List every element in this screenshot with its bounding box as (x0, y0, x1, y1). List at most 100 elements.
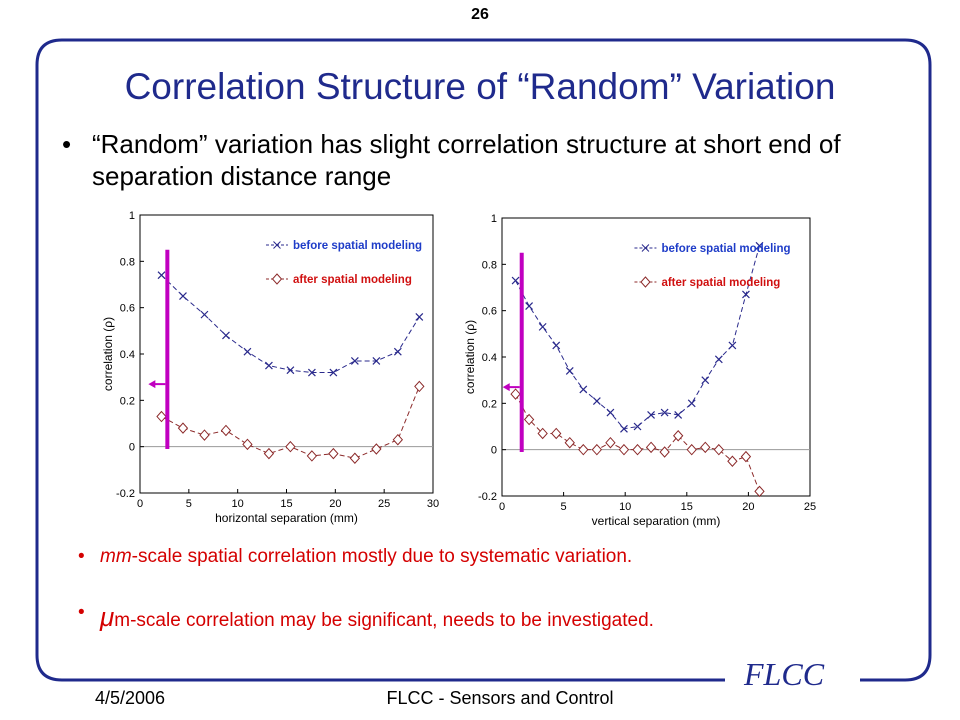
data-point-before (329, 368, 338, 377)
data-point-after (414, 380, 425, 393)
y-tick-label: 1 (491, 213, 497, 225)
data-point-before (742, 290, 750, 299)
y-tick-label: 1 (129, 210, 135, 222)
data-point-after (177, 422, 189, 434)
data-point-after (754, 485, 765, 498)
x-axis-label: vertical separation (mm) (592, 514, 721, 528)
data-point-after (578, 443, 589, 456)
plot-area (501, 217, 811, 497)
legend-marker-after (271, 273, 283, 285)
data-point-before (552, 341, 561, 350)
data-point-after (523, 413, 535, 426)
data-point-before (511, 276, 520, 285)
data-point-before (393, 347, 402, 356)
data-point-after (392, 433, 404, 446)
main-bullet-text: “Random” variation has slight correlatio… (92, 129, 841, 191)
data-point-before (286, 366, 295, 375)
x-tick-label: 25 (804, 501, 816, 513)
data-point-before (701, 376, 710, 385)
data-point-after (220, 424, 232, 437)
data-point-before (415, 313, 424, 321)
y-tick-label: 0 (491, 445, 497, 457)
data-point-after (618, 443, 630, 456)
data-point-after (673, 430, 684, 442)
annotation-arrowhead (148, 380, 156, 389)
legend-label-after: after spatial modeling (293, 274, 412, 286)
mm-prefix: mm (100, 546, 132, 567)
data-point-after (659, 446, 670, 458)
data-point-before (647, 410, 655, 419)
x-tick-label: 20 (742, 501, 754, 513)
data-point-after (263, 447, 275, 460)
x-tick-label: 20 (329, 498, 341, 510)
data-point-before (579, 385, 588, 394)
y-axis-label: correlation (ρ) (463, 320, 477, 394)
data-point-after (371, 443, 382, 455)
y-tick-label: 0 (129, 442, 135, 454)
slide-title: Correlation Structure of “Random” Variat… (124, 66, 836, 107)
mu-prefix: μ (100, 602, 115, 632)
data-point-before (157, 271, 166, 280)
legend-label-before: before spatial modeling (293, 240, 422, 252)
data-point-after (700, 441, 711, 454)
data-point-before (222, 331, 230, 340)
data-point-after (199, 429, 210, 441)
data-point-before (372, 357, 381, 365)
x-tick-label: 0 (499, 501, 505, 513)
data-point-after (551, 427, 562, 440)
data-point-before (755, 241, 764, 250)
data-point-before (264, 361, 273, 370)
y-tick-label: 0.4 (482, 352, 497, 364)
data-point-after (242, 438, 253, 451)
data-point-after (306, 450, 318, 462)
x-tick-label: 15 (681, 501, 693, 513)
data-point-before (633, 422, 642, 431)
data-point-after (605, 436, 616, 449)
data-point-after (510, 388, 521, 400)
x-tick-label: 0 (137, 498, 143, 510)
y-tick-label: 0.8 (482, 259, 497, 271)
flcc-logo: FLCC (744, 656, 825, 692)
y-tick-label: -0.2 (478, 491, 497, 503)
y-axis-label: correlation (ρ) (101, 317, 115, 391)
data-point-after (727, 455, 738, 467)
x-tick-label: 30 (427, 498, 439, 510)
data-point-before (179, 292, 187, 301)
data-point-before (243, 347, 252, 356)
sub-bullet-mm-text: -scale spatial correlation mostly due to… (131, 546, 633, 567)
data-point-before (350, 357, 359, 365)
plot-area (139, 214, 434, 494)
data-point-after (645, 441, 657, 454)
data-point-before (660, 408, 669, 417)
data-point-before (592, 397, 601, 405)
data-point-before (620, 424, 628, 433)
data-point-after (713, 443, 725, 456)
data-point-after (349, 452, 361, 464)
data-point-after (632, 443, 643, 456)
data-point-before (714, 355, 723, 364)
slide-number: 26 (471, 6, 489, 23)
data-point-after (686, 443, 697, 456)
x-tick-label: 5 (186, 498, 192, 510)
data-point-after (537, 427, 548, 440)
bullet-dot: • (62, 129, 72, 159)
chart-horizontal-separation: 0 5 10 15 20 25 30-0.200.20.40.60.81horizontal… (101, 210, 439, 525)
x-tick-label: 10 (232, 498, 244, 510)
y-tick-label: 0.8 (120, 256, 135, 268)
data-point-before (200, 310, 209, 319)
data-point-before (307, 368, 316, 377)
data-point-before (687, 399, 696, 408)
y-tick-label: 0.4 (120, 349, 135, 361)
annotation-bar (165, 249, 170, 449)
data-point-before (606, 408, 615, 417)
x-tick-label: 25 (378, 498, 390, 510)
y-tick-label: 0.6 (482, 306, 497, 318)
legend-label-after: after spatial modeling (661, 277, 780, 289)
sub-bullet-dot: • (78, 602, 85, 623)
y-tick-label: -0.2 (116, 488, 135, 500)
annotation-arrowhead (502, 383, 510, 392)
data-point-before (538, 322, 547, 331)
footer-title: FLCC - Sensors and Control (386, 688, 614, 708)
